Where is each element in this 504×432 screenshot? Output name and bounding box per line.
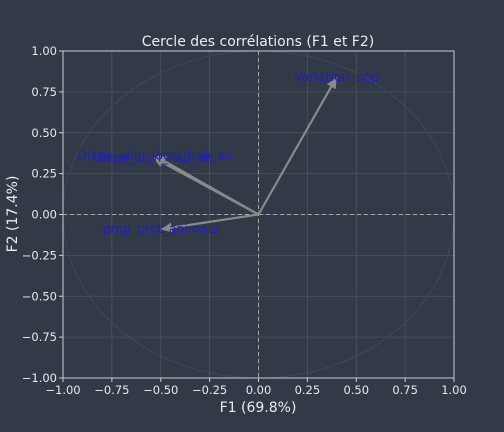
x-tick-label: 0.50 — [343, 383, 369, 397]
vector-labels: Variation_pop Dispo_alim_local_hab_anDisp… — [77, 69, 379, 236]
vector-arrow — [171, 213, 259, 229]
y-tick-label: 1.00 — [31, 44, 57, 58]
x-tick-label: 0.25 — [295, 383, 321, 397]
axes: −1.00 −0.75 −0.50 −0.25 0.00 0.25 0.50 0.75 1.00… — [22, 44, 467, 397]
vector-label: prop_prot_animale — [103, 221, 220, 236]
y-tick-label: −0.50 — [22, 289, 57, 303]
x-tick-label: −0.25 — [192, 383, 227, 397]
y-tick-label: −0.75 — [22, 330, 57, 344]
y-tick-label: 0.00 — [31, 208, 57, 222]
y-tick-label: 0.75 — [31, 85, 57, 99]
vector-label: Variation_pop — [294, 69, 379, 84]
x-tick-label: 0.75 — [392, 383, 418, 397]
y-tick-label: 0.25 — [31, 167, 57, 181]
x-tick-label: −0.75 — [94, 383, 129, 397]
x-tick-label: 0.00 — [246, 383, 272, 397]
x-tick-label: 1.00 — [441, 383, 467, 397]
x-tick-label: −1.00 — [45, 383, 80, 397]
vector-arrowhead — [326, 77, 337, 90]
y-tick-label: 0.50 — [31, 126, 57, 140]
vector-label: Dispo_alim_local_hab_an — [77, 148, 232, 163]
chart-title: Cercle des corrélations (F1 et F2) — [142, 34, 374, 50]
vectors — [152, 77, 337, 233]
y-tick-label: −0.25 — [22, 248, 57, 262]
vector-arrow — [162, 161, 260, 216]
y-tick-label: −1.00 — [22, 371, 57, 385]
x-tick-label: −0.50 — [143, 383, 178, 397]
vector-arrow — [257, 86, 333, 216]
vector-label: Dispo_alim_hab_an — [93, 149, 213, 164]
y-axis-label: F2 (17.4%) — [5, 176, 21, 253]
vector-arrowhead — [152, 157, 165, 167]
x-axis-label: F1 (69.8%) — [220, 400, 297, 416]
vector-arrowhead — [160, 222, 173, 233]
